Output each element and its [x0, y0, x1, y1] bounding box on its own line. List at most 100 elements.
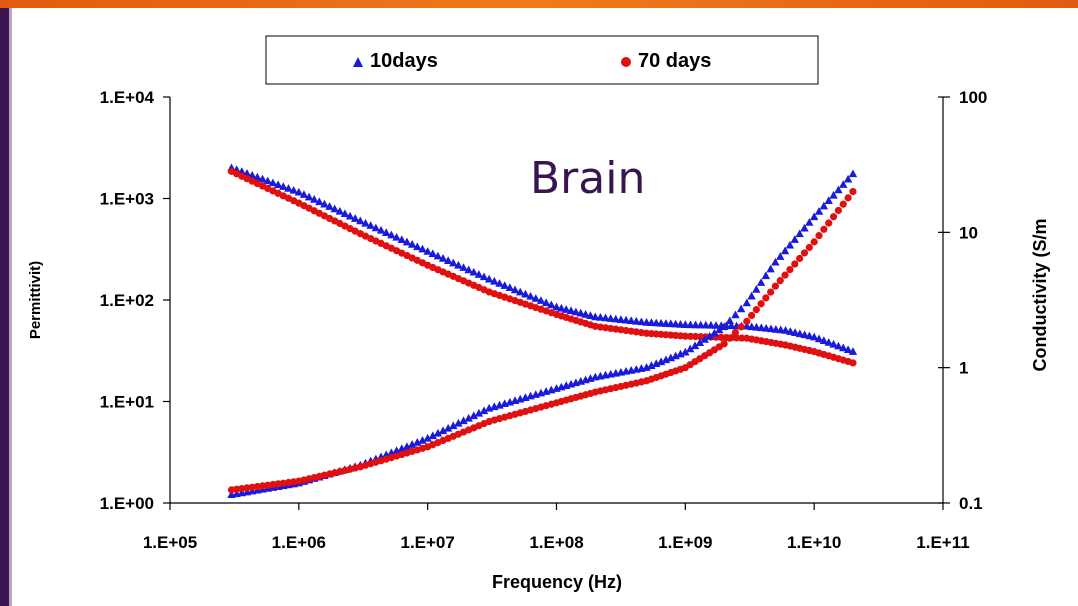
- data-point-triangle: [586, 311, 595, 319]
- data-point-triangle: [459, 263, 468, 271]
- data-point-triangle: [526, 291, 535, 300]
- data-point-triangle: [557, 303, 566, 312]
- data-point-triangle: [781, 326, 790, 334]
- data-point-triangle: [596, 313, 605, 321]
- x-tick-label: 1.E+07: [400, 533, 454, 552]
- data-point-circle: [757, 300, 765, 308]
- data-point-triangle: [407, 440, 417, 448]
- data-point-triangle: [428, 249, 437, 258]
- data-point-triangle: [581, 310, 590, 318]
- data-point-circle: [839, 200, 847, 208]
- data-point-triangle: [536, 296, 546, 304]
- data-point-triangle: [371, 223, 381, 232]
- x-ticks: 1.E+05 1.E+06 1.E+07 1.E+08 1.E+09 1.E+10 1.E+…: [143, 503, 970, 552]
- data-point-triangle: [839, 343, 848, 352]
- legend-label-70days: 70 days: [638, 50, 711, 72]
- data-point-circle: [776, 277, 784, 285]
- data-point-triangle: [459, 416, 468, 425]
- data-point-circle: [717, 333, 725, 341]
- data-point-circle: [747, 311, 756, 320]
- data-point-circle: [825, 219, 833, 227]
- data-point-circle: [820, 225, 828, 233]
- data-point-triangle: [510, 285, 520, 294]
- y-axis-left-title: Permittivit): [27, 261, 44, 339]
- series-conductivity-10days: [227, 169, 858, 498]
- data-point-triangle: [330, 204, 339, 213]
- data-point-triangle: [685, 344, 695, 353]
- data-point-triangle: [843, 174, 853, 183]
- data-point-triangle: [824, 196, 833, 205]
- data-point-triangle: [361, 218, 370, 227]
- data-point-triangle: [606, 314, 615, 322]
- series-conductivity-70days: [227, 187, 857, 494]
- data-point-triangle: [387, 230, 396, 239]
- data-point-triangle: [392, 446, 401, 455]
- data-point-circle: [815, 231, 823, 240]
- data-point-triangle: [356, 216, 365, 225]
- y-left-tick-label: 1.E+04: [100, 88, 155, 107]
- data-point-triangle: [731, 310, 740, 319]
- data-point-triangle: [350, 214, 360, 222]
- data-point-triangle: [776, 252, 785, 260]
- data-point-triangle: [340, 209, 350, 218]
- data-point-triangle: [449, 421, 458, 430]
- data-point-circle: [781, 271, 789, 279]
- data-point-triangle: [366, 221, 375, 229]
- x-tick-label: 1.E+10: [787, 533, 841, 552]
- data-point-circle: [834, 206, 843, 215]
- data-point-circle: [752, 306, 760, 314]
- data-point-triangle: [299, 190, 309, 198]
- data-point-triangle: [747, 291, 756, 300]
- data-point-triangle: [541, 298, 551, 307]
- data-point-triangle: [647, 361, 656, 369]
- y-right-tick-label: 100: [959, 88, 987, 107]
- data-point-triangle: [736, 304, 746, 313]
- data-point-triangle: [705, 331, 714, 340]
- data-point-triangle: [756, 278, 766, 286]
- data-point-triangle: [786, 327, 795, 335]
- data-point-triangle: [780, 246, 790, 255]
- data-point-triangle: [335, 206, 345, 215]
- data-point-circle: [829, 213, 838, 221]
- data-point-triangle: [824, 338, 833, 346]
- data-point-triangle: [479, 272, 489, 281]
- data-point-triangle: [495, 279, 504, 287]
- data-point-triangle: [474, 270, 484, 278]
- data-point-triangle: [279, 182, 288, 190]
- data-point-triangle: [742, 298, 752, 307]
- data-point-triangle: [766, 264, 775, 273]
- data-point-triangle: [848, 347, 858, 355]
- data-point-circle: [681, 332, 689, 340]
- data-point-triangle: [449, 258, 458, 267]
- data-point-triangle: [790, 328, 800, 336]
- legend-box: [265, 35, 819, 85]
- y-right-tick-label: 0.1: [959, 494, 983, 513]
- data-point-triangle: [611, 314, 620, 323]
- data-point-triangle: [325, 202, 334, 210]
- data-point-triangle: [376, 225, 386, 234]
- x-tick-label: 1.E+08: [529, 533, 583, 552]
- data-point-triangle: [273, 180, 283, 189]
- data-point-triangle: [433, 428, 443, 437]
- data-point-triangle: [715, 325, 724, 334]
- data-point-triangle: [310, 195, 319, 203]
- data-point-circle: [810, 238, 818, 246]
- data-point-triangle: [805, 218, 814, 226]
- y-right-tick-label: 1: [959, 359, 968, 378]
- data-point-triangle: [423, 247, 432, 255]
- data-point-triangle: [561, 305, 571, 313]
- data-point-circle: [743, 317, 751, 325]
- data-point-triangle: [809, 332, 819, 341]
- y-left-tick-label: 1.E+01: [100, 393, 154, 412]
- data-point-triangle: [284, 184, 293, 192]
- data-point-triangle: [402, 442, 412, 450]
- y-axis-right-title: Conductivity (S/m: [1030, 218, 1050, 371]
- data-point-circle: [737, 323, 745, 331]
- data-point-triangle: [725, 316, 734, 325]
- data-point-triangle: [258, 174, 267, 183]
- y-right-ticks: 0.1 1 10 100: [938, 88, 987, 513]
- left-accent-bar: [0, 8, 9, 606]
- data-point-triangle: [413, 242, 422, 251]
- data-point-circle: [731, 328, 740, 337]
- data-point-triangle: [407, 240, 417, 248]
